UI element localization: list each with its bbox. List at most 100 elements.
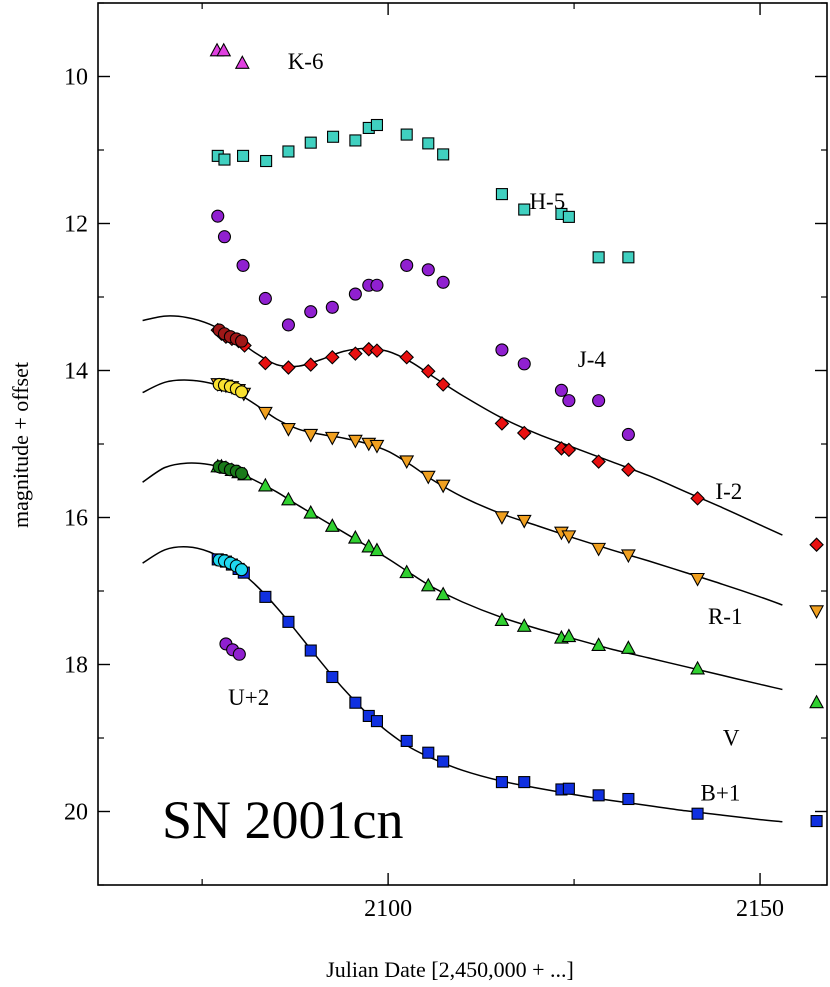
point-i-2 (399, 349, 414, 365)
point-i-2 (690, 491, 705, 506)
point-k-6 (234, 55, 250, 69)
point-v (257, 477, 273, 492)
point-r-1 (420, 470, 436, 485)
x-tick-label: 2100 (364, 896, 412, 922)
point-j-4 (517, 357, 531, 371)
point-v (361, 538, 377, 553)
point-h-5 (422, 137, 435, 150)
point-b-1 (326, 670, 339, 684)
point-i-2 (303, 357, 319, 372)
point-r-1 (690, 572, 705, 587)
point-j-4 (592, 394, 606, 408)
point-h-5 (349, 134, 362, 147)
point-b-1 (691, 807, 704, 820)
point-r-1 (809, 605, 825, 619)
point-i-2 (494, 416, 510, 431)
series-label-v: V (723, 725, 740, 750)
chart-title: SN 2001cn (162, 790, 404, 850)
y-tick-label: 10 (64, 65, 88, 91)
series-label-b-1: B+1 (701, 780, 741, 805)
point-i-2 (369, 343, 385, 358)
point-k-6 (216, 42, 232, 57)
series-label-j-4: J-4 (578, 347, 607, 372)
point-j-4 (258, 291, 272, 306)
y-tick-label: 18 (64, 653, 88, 679)
point-u-2 (232, 647, 246, 661)
point-v (420, 577, 436, 592)
point-r-1 (494, 511, 510, 525)
point-i-2 (591, 454, 606, 469)
point-b-1 (400, 734, 413, 747)
point-b-1 (349, 696, 362, 709)
series-labels: K-6 H-5 J-4 I-2 R-1 V B+1 U+2 (228, 49, 742, 805)
point-j-4 (621, 427, 635, 441)
point-r-1 (620, 549, 636, 564)
point-j-4 (370, 278, 384, 292)
point-h-5 (370, 118, 384, 132)
point-h-5 (592, 251, 605, 264)
point-h-5 (218, 153, 231, 166)
point-r-1 (561, 530, 577, 545)
point-r-1 (303, 428, 319, 443)
point-i-2 (348, 346, 363, 361)
point-v (281, 491, 296, 506)
point-i-2 (435, 377, 451, 392)
y-tick-label: 20 (64, 800, 88, 826)
point-v (620, 640, 636, 654)
point-r-1 (347, 434, 363, 449)
point-r-1 (591, 542, 607, 557)
early-point-v (235, 466, 249, 480)
point-b-1 (592, 789, 605, 802)
point-j-4 (348, 287, 362, 301)
point-v (369, 542, 385, 557)
point-b-1 (304, 644, 317, 657)
y-tick-label: 16 (64, 506, 88, 532)
point-j-4 (495, 343, 509, 357)
y-tick-label: 12 (64, 212, 88, 238)
point-i-2 (621, 462, 636, 478)
point-i-2 (421, 363, 436, 379)
series-label-h-5: H-5 (529, 189, 565, 214)
point-r-1 (257, 406, 273, 421)
point-v (399, 564, 415, 579)
point-j-4 (236, 258, 250, 272)
early-point-r-1 (235, 385, 249, 399)
point-i-2 (281, 360, 296, 375)
point-v (494, 612, 510, 626)
point-v (690, 660, 705, 675)
point-v (516, 618, 532, 632)
point-r-1 (516, 514, 532, 529)
point-i-2 (561, 442, 577, 458)
series-label-u-2: U+2 (228, 685, 269, 710)
point-r-1 (435, 479, 451, 494)
point-h-5 (237, 149, 250, 162)
point-h-5 (437, 148, 450, 161)
point-v (324, 518, 340, 532)
point-b-1 (518, 776, 531, 789)
axis-ticks: 10 12 14 16 18 20 2100 2150 (64, 2, 827, 922)
point-j-4 (562, 394, 576, 408)
point-r-1 (324, 431, 340, 446)
series-label-k-6: K-6 (288, 49, 324, 74)
point-b-1 (437, 755, 450, 768)
point-b-1 (562, 782, 575, 795)
point-j-4 (554, 383, 568, 397)
point-j-4 (325, 300, 339, 314)
point-b-1 (622, 792, 635, 806)
early-point-b-1 (235, 563, 249, 577)
point-i-2 (325, 349, 340, 365)
point-j-4 (217, 230, 232, 244)
series-label-i-2: I-2 (715, 479, 742, 504)
x-tick-label: 2150 (736, 896, 784, 922)
y-axis-title: magnitude + offset (8, 362, 33, 528)
point-i-2 (258, 355, 273, 371)
series-label-r-1: R-1 (708, 604, 743, 629)
point-h-5 (622, 251, 635, 264)
point-h-5 (327, 130, 340, 143)
point-r-1 (399, 455, 415, 470)
point-j-4 (304, 305, 318, 319)
point-v (435, 586, 451, 601)
point-h-5 (282, 145, 295, 158)
point-b-1 (259, 590, 272, 603)
